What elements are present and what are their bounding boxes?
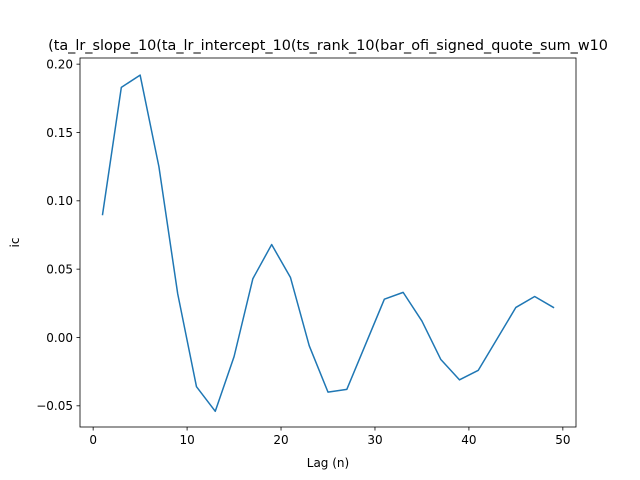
plot-area: [80, 58, 576, 427]
x-tick-label: 30: [367, 433, 382, 447]
plot-frame: [79, 57, 577, 428]
y-tick-label: 0.00: [46, 331, 73, 345]
y-axis-label: ic: [8, 238, 22, 248]
series-layer: [101, 74, 555, 413]
y-tick-label: 0.05: [46, 262, 73, 276]
x-tick-label: 10: [179, 433, 194, 447]
chart-title: (ta_lr_slope_10(ta_lr_intercept_10(ts_ra…: [48, 38, 608, 54]
x-axis: 0 10 20 30 40 50: [89, 427, 570, 447]
y-axis: −0.05 0.00 0.05 0.10 0.15 0.20: [36, 57, 80, 413]
x-tick-label: 20: [273, 433, 288, 447]
series-line-0: [101, 74, 555, 413]
y-tick-label: 0.20: [46, 57, 73, 71]
x-tick-label: 50: [555, 433, 570, 447]
y-tick-label: 0.10: [46, 194, 73, 208]
x-axis-label: Lag (n): [307, 456, 349, 470]
x-tick-label: 40: [461, 433, 476, 447]
y-tick-label: 0.15: [46, 126, 73, 140]
y-tick-label: −0.05: [36, 399, 73, 413]
x-tick-label: 0: [89, 433, 97, 447]
